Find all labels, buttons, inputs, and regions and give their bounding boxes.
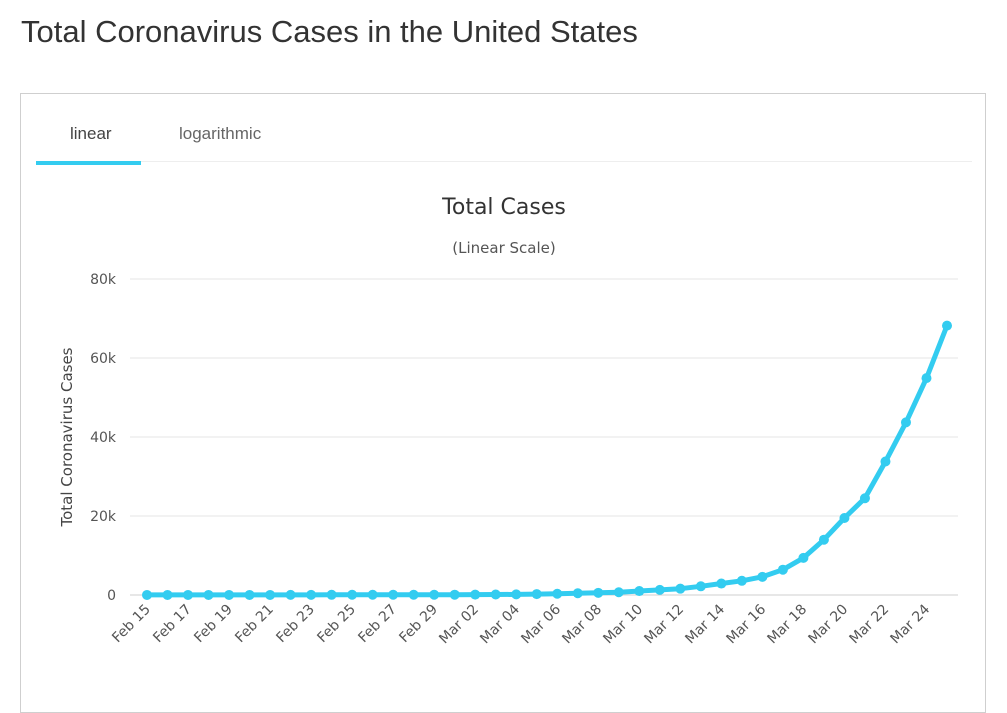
x-tick-label: Mar 02: [436, 602, 482, 648]
x-tick-label: Mar 24: [888, 601, 934, 647]
data-point: [265, 589, 276, 600]
data-point: [654, 584, 665, 595]
x-tick-label: Feb 15: [109, 602, 154, 647]
data-point: [777, 564, 788, 575]
active-tab-indicator: [36, 161, 141, 165]
data-point: [613, 587, 624, 598]
data-point: [675, 583, 686, 594]
y-tick-labels: 0 20k 40k 60k 80k: [90, 272, 117, 604]
y-tick-label: 80k: [90, 272, 117, 288]
x-tick-label: Mar 16: [723, 601, 769, 647]
data-point: [716, 578, 727, 589]
x-tick-label: Mar 08: [559, 602, 605, 648]
data-point: [634, 586, 645, 597]
x-tick-label: Mar 20: [806, 602, 852, 648]
x-tick-label: Mar 12: [641, 602, 687, 648]
data-point: [757, 571, 768, 582]
data-point: [429, 589, 440, 600]
data-point: [449, 589, 460, 600]
data-point: [306, 589, 317, 600]
data-point: [511, 589, 522, 600]
data-point: [942, 320, 952, 331]
x-tick-label: Mar 14: [682, 601, 728, 647]
tab-linear[interactable]: linear: [70, 124, 112, 143]
x-tick-label: Mar 04: [477, 601, 523, 647]
x-tick-label: Mar 06: [518, 601, 564, 647]
data-point: [552, 588, 563, 599]
scale-tabs: linear logarithmic: [36, 94, 972, 165]
chart-title: Total Cases: [441, 195, 566, 220]
data-point: [531, 589, 542, 600]
data-point: [880, 456, 891, 467]
data-point: [921, 373, 932, 384]
data-point: [203, 589, 214, 600]
data-point: [798, 552, 809, 563]
tab-logarithmic[interactable]: logarithmic: [179, 124, 262, 143]
data-point: [839, 512, 850, 523]
data-point: [162, 589, 173, 600]
data-point: [183, 589, 194, 600]
data-point: [900, 417, 911, 428]
data-point: [818, 534, 829, 545]
chart-panel: linear logarithmic: [20, 93, 986, 713]
data-point: [859, 493, 870, 504]
data-point: [142, 589, 152, 600]
x-tick-label: Feb 25: [314, 602, 359, 647]
x-tick-label: Feb 23: [273, 602, 318, 647]
y-tick-label: 60k: [90, 351, 117, 367]
x-tick-label: Feb 27: [355, 602, 400, 647]
data-point: [388, 589, 399, 600]
cases-line-chart: Total Cases (Linear Scale) Total Coronav…: [58, 195, 958, 647]
data-point: [490, 589, 501, 600]
data-point: [695, 581, 706, 592]
gridlines: [130, 278, 958, 596]
data-point: [572, 588, 583, 599]
x-tick-label: Feb 19: [191, 602, 236, 647]
y-tick-label: 20k: [90, 509, 117, 525]
data-point: [244, 589, 255, 600]
data-point: [224, 589, 235, 600]
x-tick-label: Feb 21: [232, 602, 277, 647]
x-tick-label: Mar 10: [600, 602, 646, 648]
series-cases: [142, 320, 952, 600]
y-tick-label: 0: [107, 588, 116, 604]
y-tick-label: 40k: [90, 430, 117, 446]
x-tick-label: Feb 17: [150, 602, 195, 647]
data-point: [736, 575, 747, 586]
series-line: [144, 323, 950, 598]
x-tick-label: Feb 29: [396, 602, 441, 647]
data-point: [470, 589, 481, 600]
data-point: [285, 589, 296, 600]
x-tick-label: Mar 18: [764, 602, 810, 648]
data-point: [593, 587, 604, 598]
chart-subtitle: (Linear Scale): [452, 239, 555, 257]
y-axis-label: Total Coronavirus Cases: [58, 347, 76, 527]
data-point: [408, 589, 419, 600]
page-title: Total Coronavirus Cases in the United St…: [21, 14, 638, 49]
data-point: [367, 589, 378, 600]
data-point: [347, 589, 358, 600]
x-tick-label: Mar 22: [847, 602, 893, 648]
data-point: [326, 589, 337, 600]
